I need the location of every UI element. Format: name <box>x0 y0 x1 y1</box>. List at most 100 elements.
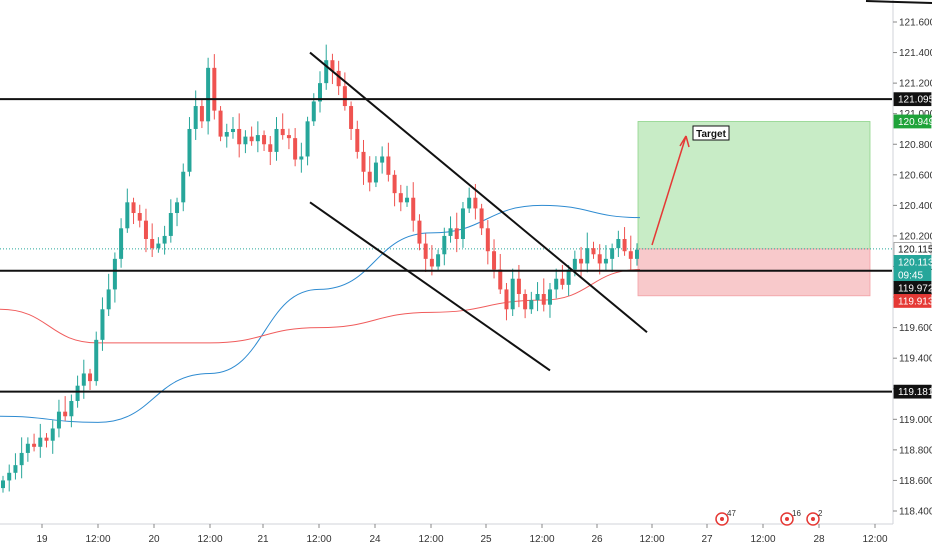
price-tick-label: 120.600 <box>899 170 932 181</box>
candle-body <box>299 156 304 160</box>
candle-body <box>342 86 347 107</box>
candle-body <box>485 228 490 252</box>
candle <box>603 245 608 271</box>
candle-body <box>162 235 167 244</box>
candle-body <box>560 278 565 285</box>
candle-body <box>212 67 217 111</box>
candle <box>492 239 497 279</box>
price-label-text: 120.115 <box>898 244 932 255</box>
event-badges[interactable]: 47 16 2 <box>715 509 823 526</box>
channel-trendlines[interactable] <box>309 51 648 372</box>
candle-body <box>293 138 298 160</box>
event-badge[interactable]: 2 <box>806 509 823 526</box>
candle-body <box>262 135 267 145</box>
candle <box>181 163 186 212</box>
candle-body <box>603 258 608 264</box>
candle <box>635 243 639 266</box>
candle-body <box>392 174 397 194</box>
candle-body <box>535 294 540 301</box>
stop-zone[interactable] <box>637 248 871 297</box>
candle <box>504 283 509 321</box>
candle <box>25 437 30 462</box>
candle <box>460 202 465 248</box>
horizontal-levels[interactable] <box>0 98 892 393</box>
candle-body <box>442 235 447 255</box>
price-label-bg <box>893 114 932 129</box>
candle-body <box>541 294 546 305</box>
candle-body <box>150 238 155 249</box>
candle <box>442 227 447 266</box>
candle <box>355 120 360 159</box>
candle-body <box>243 136 248 145</box>
target-annotation[interactable]: Target <box>651 125 730 246</box>
candle <box>392 170 397 207</box>
candle-body <box>417 220 422 244</box>
event-badge[interactable]: 47 <box>715 509 736 526</box>
event-badge-count: 2 <box>818 509 823 518</box>
price-label-text: 09:45 <box>898 270 923 281</box>
candle <box>318 71 322 113</box>
candle-body <box>529 300 534 310</box>
candle <box>237 113 242 158</box>
candle <box>591 241 596 259</box>
candle <box>69 394 74 428</box>
candle <box>44 433 49 448</box>
time-axis[interactable]: 19 12:00 20 12:00 21 12:00 24 12:00 25 12:00 26 12:… <box>0 523 893 545</box>
candle <box>199 99 204 129</box>
candle <box>305 116 310 166</box>
channel-line-1[interactable] <box>309 51 648 333</box>
candle-body <box>504 289 509 310</box>
candle-body <box>479 208 484 229</box>
candle-body <box>181 171 186 203</box>
event-badge[interactable]: 16 <box>780 509 801 526</box>
candle-body <box>566 269 571 285</box>
candle-body <box>591 248 596 255</box>
candle-body <box>224 132 229 137</box>
candle-body <box>56 411 61 429</box>
candle <box>610 243 615 273</box>
candle <box>56 399 61 438</box>
time-tick-label: 21 <box>257 534 269 545</box>
candle <box>454 212 459 253</box>
candle-body <box>44 437 49 441</box>
candle <box>13 453 18 480</box>
candle <box>523 289 528 319</box>
candle-body <box>100 309 105 340</box>
candle <box>249 126 254 146</box>
candle-body <box>268 144 273 152</box>
candle-body <box>255 135 260 142</box>
candle <box>361 139 366 185</box>
candle <box>112 252 117 303</box>
price-tick-label: 121.400 <box>899 48 932 59</box>
target-label: Target <box>696 129 726 140</box>
time-tick-label: 27 <box>701 534 713 545</box>
price-tick-label: 119.000 <box>899 415 932 426</box>
candle-body <box>218 110 223 137</box>
candle <box>398 184 403 212</box>
candle <box>255 121 260 153</box>
candle-body <box>367 171 372 183</box>
candle-body <box>305 121 310 157</box>
candle <box>535 282 540 312</box>
candle-body <box>63 411 68 417</box>
price-label-text: 119.181 <box>898 387 932 398</box>
candle-body <box>547 289 552 305</box>
candle-body <box>597 254 602 264</box>
candle <box>349 101 354 140</box>
candle <box>423 233 428 273</box>
candle <box>554 268 559 299</box>
time-tick-label: 28 <box>813 534 825 545</box>
channel-line-2[interactable] <box>309 201 551 372</box>
candle-body <box>125 202 130 229</box>
candle <box>367 156 372 192</box>
candle <box>417 214 422 251</box>
candle <box>100 297 105 351</box>
candle-body <box>523 294 528 310</box>
candle-body <box>206 67 211 122</box>
target-zone[interactable] <box>637 121 871 250</box>
candle-body <box>429 258 434 267</box>
candle <box>579 246 584 277</box>
price-label: 119.972 <box>893 281 932 295</box>
candle <box>448 216 453 243</box>
